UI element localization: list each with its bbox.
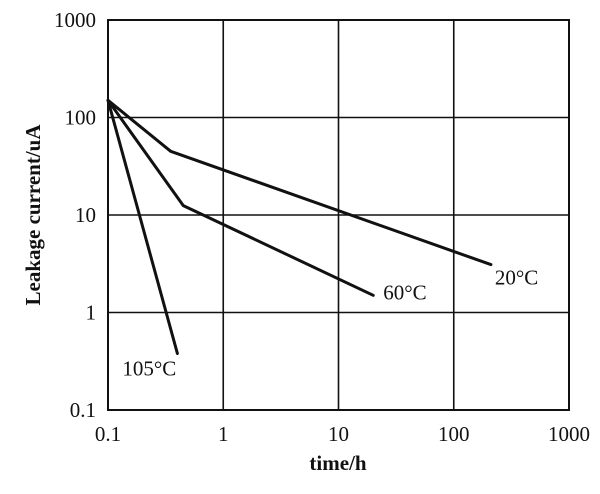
y-tick-label: 10 bbox=[75, 203, 96, 227]
x-tick-label: 1 bbox=[218, 422, 229, 446]
x-axis-title: time/h bbox=[309, 451, 366, 475]
x-tick-label: 10 bbox=[328, 422, 349, 446]
plot-frame bbox=[107, 19, 570, 411]
x-tick-label: 0.1 bbox=[95, 422, 121, 446]
grid-lines bbox=[108, 20, 569, 410]
y-tick-label: 1 bbox=[86, 301, 97, 325]
y-tick-label: 0.1 bbox=[70, 398, 96, 422]
series-label: 105°C bbox=[122, 356, 176, 380]
series-label: 20°C bbox=[495, 266, 538, 290]
series-labels: 20°C 60°C 105°C bbox=[122, 266, 538, 381]
series-label: 60°C bbox=[383, 280, 426, 304]
y-tick-label: 1000 bbox=[54, 8, 96, 32]
tick-labels: 0.1 1 10 100 1000 0.1 1 10 100 1000 bbox=[54, 8, 590, 446]
series-curves bbox=[106, 98, 493, 355]
x-tick-label: 1000 bbox=[548, 422, 590, 446]
series-line bbox=[106, 98, 493, 267]
y-axis-title: Leakage current/uA bbox=[21, 124, 45, 306]
y-tick-label: 100 bbox=[65, 106, 97, 130]
series-line bbox=[106, 98, 179, 355]
x-tick-label: 100 bbox=[438, 422, 470, 446]
series-line bbox=[106, 98, 375, 297]
